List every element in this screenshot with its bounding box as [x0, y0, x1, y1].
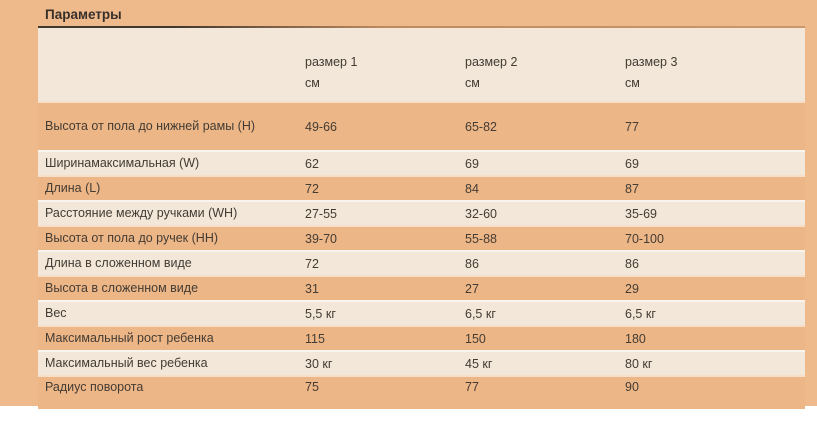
cell-value: 69	[625, 156, 639, 171]
cell-value: 32-60	[465, 206, 497, 221]
cell-value: 87	[625, 181, 639, 196]
table-row: Длина (L) 72 84 87	[38, 175, 805, 200]
row-label: Высота от пола до нижней рамы (H)	[45, 119, 256, 133]
row-label: Расстояние между ручками (WH)	[45, 206, 238, 220]
table-row: Радиус поворота 75 77 90	[38, 375, 805, 409]
table-row: Высота в сложенном виде 31 27 29	[38, 275, 805, 300]
cell-value: 35-69	[625, 206, 657, 221]
cell-value: 30 кг	[305, 356, 333, 371]
title-divider	[38, 26, 805, 28]
table-row: Длина в сложенном виде 72 86 86	[38, 250, 805, 275]
column-header-unit: см	[465, 76, 480, 90]
cell-value: 27-55	[305, 206, 337, 221]
cell-value: 77	[465, 380, 479, 394]
cell-value: 69	[465, 156, 479, 171]
table-row: Расстояние между ручками (WH) 27-55 32-6…	[38, 200, 805, 225]
cell-value: 86	[465, 256, 479, 271]
parameters-table: Параметры размер 1 см размер 2 см размер…	[38, 0, 805, 409]
row-label: Длина (L)	[45, 181, 101, 195]
column-header-unit: см	[305, 76, 320, 90]
table-row: Высота от пола до нижней рамы (H) 49-66 …	[38, 101, 805, 150]
table-row: Максимальный рост ребенка 115 150 180	[38, 325, 805, 350]
cell-value: 75	[305, 380, 319, 394]
column-header-size3: размер 3 см	[625, 52, 805, 101]
row-label: Вес	[45, 306, 67, 320]
table-row: Максимальный вес ребенка 30 кг 45 кг 80 …	[38, 350, 805, 375]
cell-value: 65-82	[465, 119, 497, 134]
cell-value: 80 кг	[625, 356, 653, 371]
cell-value: 72	[305, 256, 319, 271]
cell-value: 62	[305, 156, 319, 171]
row-label: Длина в сложенном виде	[45, 256, 192, 270]
row-label: Радиус поворота	[45, 380, 144, 394]
cell-value: 39-70	[305, 231, 337, 246]
table-header-row: размер 1 см размер 2 см размер 3 см	[38, 28, 805, 101]
column-header-unit: см	[625, 76, 640, 90]
column-header-size1: размер 1 см	[305, 52, 465, 101]
row-label: Высота в сложенном виде	[45, 281, 199, 295]
cell-value: 150	[465, 331, 486, 346]
row-label: Ширинамаксимальная (W)	[45, 156, 200, 170]
column-header-label: размер 2	[465, 55, 518, 69]
table-row: Высота от пола до ручек (HH) 39-70 55-88…	[38, 225, 805, 250]
cell-value: 6,5 кг	[465, 306, 496, 321]
cell-value: 84	[465, 181, 479, 196]
page-title: Параметры	[45, 7, 122, 22]
cell-value: 115	[305, 331, 325, 346]
cell-value: 45 кг	[465, 356, 493, 371]
cell-value: 180	[625, 331, 646, 346]
column-header-label: размер 3	[625, 55, 678, 69]
cell-value: 70-100	[625, 231, 664, 246]
cell-value: 29	[625, 281, 639, 296]
row-label: Максимальный вес ребенка	[45, 356, 208, 370]
cell-value: 55-88	[465, 231, 497, 246]
row-label: Максимальный рост ребенка	[45, 331, 214, 345]
cell-value: 31	[305, 281, 319, 296]
column-header-label: размер 1	[305, 55, 358, 69]
cell-value: 77	[625, 119, 639, 134]
cell-value: 5,5 кг	[305, 306, 336, 321]
table-row: Ширинамаксимальная (W) 62 69 69	[38, 150, 805, 175]
column-header-size2: размер 2 см	[465, 52, 625, 101]
row-label: Высота от пола до ручек (HH)	[45, 231, 219, 245]
table-body: Высота от пола до нижней рамы (H) 49-66 …	[38, 101, 805, 409]
cell-value: 49-66	[305, 119, 337, 134]
cell-value: 72	[305, 181, 319, 196]
cell-value: 6,5 кг	[625, 306, 656, 321]
cell-value: 90	[625, 380, 639, 394]
cell-value: 86	[625, 256, 639, 271]
cell-value: 27	[465, 281, 479, 296]
table-row: Вес 5,5 кг 6,5 кг 6,5 кг	[38, 300, 805, 325]
